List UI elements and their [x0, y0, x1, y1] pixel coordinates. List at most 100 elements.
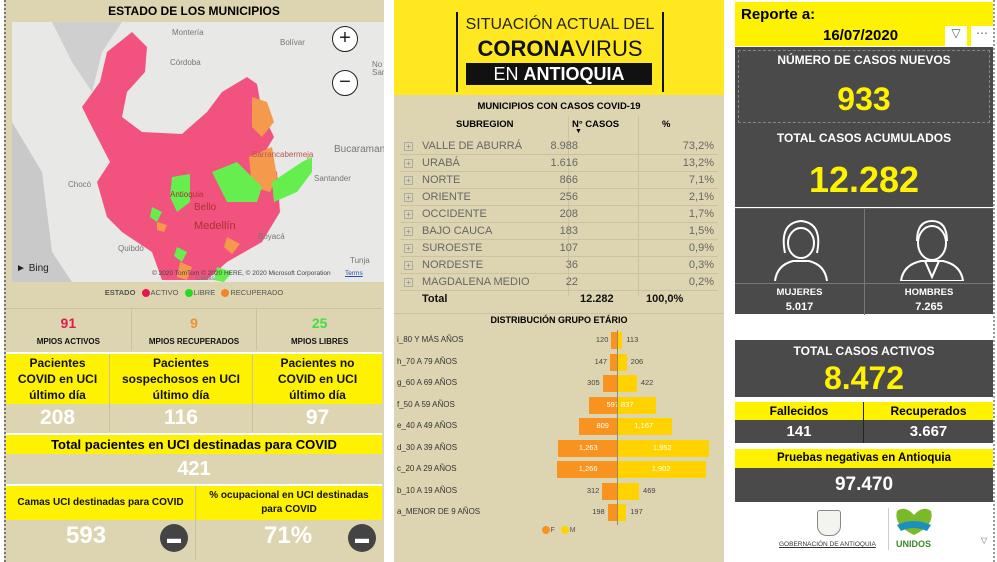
bar-male[interactable]: [617, 396, 657, 414]
bar-female[interactable]: [610, 353, 617, 371]
expand-icon[interactable]: +: [404, 261, 413, 270]
activos-value: 8.472: [823, 360, 905, 396]
legend-item: RECUPERADO: [230, 288, 284, 297]
table-row[interactable]: + BAJO CAUCA 183 1,5%: [400, 223, 718, 240]
more-options-icon[interactable]: ⋯: [971, 26, 993, 46]
filter-icon[interactable]: ▽: [945, 26, 967, 46]
zoom-out-button[interactable]: −: [332, 70, 358, 96]
camas-label: Camas UCI destinadas para COVID: [6, 486, 195, 520]
bar-male[interactable]: [617, 332, 623, 349]
chart-legend: F M: [394, 526, 724, 534]
hospital-bed-icon: ▬: [348, 524, 376, 552]
table-row[interactable]: + URABÁ 1.616 13,2%: [400, 155, 718, 172]
stat-value: 9: [190, 315, 198, 331]
expand-icon[interactable]: +: [404, 278, 413, 287]
bar-female[interactable]: [602, 375, 617, 392]
bar-label: 1,167: [634, 421, 654, 430]
pruebas-box: Pruebas negativas en Antioquia 97.470: [735, 449, 993, 502]
bar-label: 1,263: [578, 442, 598, 452]
subregion-name: OCCIDENTE: [422, 208, 487, 220]
case-percent: 0,3%: [688, 259, 714, 271]
expand-icon[interactable]: +: [404, 159, 413, 168]
bar-label: 1,952: [652, 442, 672, 452]
camas-uci: Camas UCI destinadas para COVID 593 ▬: [6, 486, 196, 560]
banner-corona: CORONA: [477, 36, 576, 61]
table-row[interactable]: + NORDESTE 36 0,3%: [400, 257, 718, 274]
bar-label: 1,902: [651, 464, 671, 473]
expand-icon[interactable]: +: [404, 176, 413, 185]
map-label: Chocó: [68, 180, 92, 189]
mujeres-value: 5.017: [785, 301, 814, 313]
expand-icon[interactable]: +: [404, 244, 413, 253]
col-percent[interactable]: %: [662, 119, 671, 130]
camas-value: 593: [66, 522, 107, 549]
table-row[interactable]: + ORIENTE 256 2,1%: [400, 189, 718, 206]
expand-icon[interactable]: +: [404, 227, 413, 236]
case-count: 107: [559, 242, 578, 254]
subregion-name: VALLE DE ABURRÁ: [422, 140, 523, 152]
expand-icon[interactable]: +: [404, 210, 413, 219]
case-count: 183: [559, 225, 578, 237]
subregion-name: BAJO CAUCA: [422, 225, 493, 237]
table-total-row: Total 12.282 100,0%: [400, 291, 718, 308]
bar-female[interactable]: [602, 482, 617, 500]
cases-box: NÚMERO DE CASOS NUEVOS 933 TOTAL CASOS A…: [735, 47, 993, 207]
legend-item: ACTIVO: [150, 288, 179, 297]
map-label: Montería: [172, 28, 204, 37]
banner-coronavirus: CORONAVIRUS: [458, 36, 662, 62]
acumulados-value: 12.282: [808, 159, 920, 200]
terms-link[interactable]: Terms: [345, 270, 363, 277]
ocupacion-value: 71%: [264, 522, 313, 549]
map-label: San: [372, 68, 384, 77]
report-date-box: Reporte a: 16/07/2020 ▽ ⋯: [735, 2, 993, 46]
bar-male[interactable]: [617, 439, 709, 457]
bar-male[interactable]: [617, 418, 672, 435]
bar-female[interactable]: [611, 332, 617, 349]
man-icon: [899, 219, 965, 281]
table-row[interactable]: + OCCIDENTE 208 1,7%: [400, 206, 718, 223]
map-legend: ESTADO ACTIVO LIBRE RECUPERADO: [6, 288, 382, 298]
uci-covid: Pacientes COVID en UCI último día 208: [6, 354, 110, 432]
bar-male[interactable]: [617, 461, 707, 478]
selected-visual-frame[interactable]: [738, 50, 990, 123]
zoom-in-button[interactable]: +: [332, 26, 358, 52]
bar-male[interactable]: [617, 353, 627, 371]
bar-male[interactable]: [617, 482, 640, 500]
bar-male[interactable]: [617, 504, 627, 521]
bar-male[interactable]: [617, 375, 637, 392]
map-label: Bello: [194, 202, 217, 213]
age-label: g_60 A 69 AÑOS: [397, 378, 458, 387]
pruebas-label: Pruebas negativas en Antioquia: [735, 449, 993, 468]
municipios-map[interactable]: Montería Bolívar Córdoba Barrancabermeja…: [12, 22, 384, 282]
stat-label: MPIOS RECUPERADOS: [148, 337, 240, 346]
bar-female[interactable]: [578, 418, 617, 435]
stat-libres: 25 MPIOS LIBRES: [257, 309, 382, 350]
bar-female[interactable]: [557, 461, 617, 478]
table-row[interactable]: + MAGDALENA MEDIO 22 0,2%: [400, 274, 718, 291]
table-row[interactable]: + NORTE 866 7,1%: [400, 172, 718, 189]
bar-female[interactable]: [607, 504, 617, 521]
hombres-value: 7.265: [915, 301, 943, 313]
middle-panel: SITUACIÓN ACTUAL DEL CORONAVIRUS EN ANTI…: [394, 0, 724, 562]
bar-female[interactable]: [588, 396, 617, 414]
case-percent: 0,2%: [688, 276, 714, 288]
total-percent: 100,0%: [646, 293, 684, 305]
col-subregion[interactable]: SUBREGION: [456, 119, 514, 130]
table-row[interactable]: + SUROESTE 107 0,9%: [400, 240, 718, 257]
expand-icon[interactable]: +: [404, 142, 413, 151]
table-row[interactable]: + VALLE DE ABURRÁ 8.988 73,2%: [400, 138, 718, 155]
col-casos[interactable]: N° CASOS: [572, 119, 620, 130]
subregion-name: URABÁ: [422, 157, 460, 169]
map-label: Bucaramanga: [334, 144, 384, 155]
bar-label: 198: [592, 507, 605, 516]
chart-title: DISTRIBUCIÓN GRUPO ETÁRIO: [490, 315, 628, 325]
uci-value: 116: [164, 406, 198, 429]
case-count: 1.616: [550, 157, 578, 169]
filter-small-icon[interactable]: ▽: [981, 536, 988, 545]
bar-female[interactable]: [557, 439, 617, 457]
expand-icon[interactable]: +: [404, 193, 413, 202]
sort-desc-icon[interactable]: ▼: [575, 128, 582, 135]
hombres-label: HOMBRES: [904, 287, 954, 298]
fallecidos: Fallecidos 141: [735, 402, 864, 443]
banner-en: EN: [493, 64, 519, 84]
